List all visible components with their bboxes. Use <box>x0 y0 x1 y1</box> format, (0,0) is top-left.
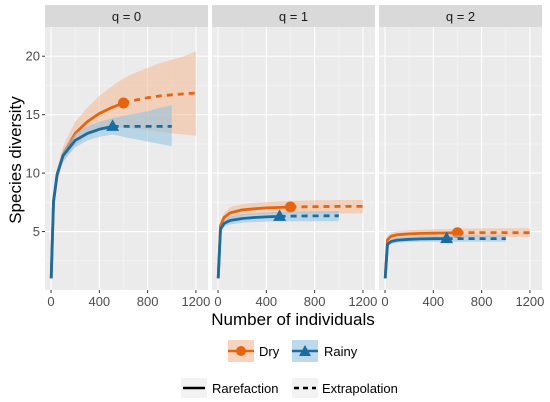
y-tick-label: 10 <box>26 166 40 181</box>
x-tick-label: 0 <box>381 294 388 309</box>
legend-dry-key-circle <box>236 346 246 356</box>
facet-strip-label: q = 2 <box>446 9 475 24</box>
rainy-confidence-band <box>51 105 172 279</box>
rainy-confidence-band <box>218 211 339 279</box>
x-tick-label: 1200 <box>515 294 544 309</box>
y-tick-label: 15 <box>26 107 40 122</box>
x-axis-title: Number of individuals <box>211 310 374 329</box>
panel-background <box>212 27 375 290</box>
x-tick-label: 0 <box>214 294 221 309</box>
legend-rarefaction-label: Rarefaction <box>212 381 278 396</box>
y-tick-label: 5 <box>33 224 40 239</box>
facet-strip-label: q = 0 <box>112 9 141 24</box>
legend-linetypes: Rarefaction Extrapolation <box>181 378 398 398</box>
x-tick-label: 1200 <box>181 294 210 309</box>
facet-panel: q = 1 0 400 800 1200 <box>212 5 377 309</box>
x-tick-label: 400 <box>255 294 277 309</box>
dry-extrapolation-line <box>290 204 363 209</box>
dry-rarefaction-line <box>216 205 291 279</box>
rainy-observed-point <box>440 231 454 244</box>
legend-rainy-label: Rainy <box>324 344 358 359</box>
x-tick-label: 1200 <box>348 294 377 309</box>
rainy-observed-point <box>106 119 120 131</box>
y-axis-title: Species diversity <box>6 96 25 224</box>
dry-rarefaction-line <box>383 231 458 279</box>
legend-rainy-key-triangle <box>299 345 311 356</box>
rainy-extrapolation-line <box>279 214 339 218</box>
x-tick-label: 0 <box>47 294 54 309</box>
dry-observed-point <box>117 97 129 109</box>
rainy-rarefaction-line <box>383 237 447 279</box>
x-tick-label: 400 <box>422 294 444 309</box>
facet-panels: q = 0 0 400 800 1200 q = 1 0 400 800 1200 q = 2 0 40… <box>45 5 544 309</box>
y-tick-label: 20 <box>26 49 40 64</box>
x-tick-label: 800 <box>137 294 159 309</box>
facet-panel: q = 0 0 400 800 1200 <box>45 5 210 309</box>
rainy-observed-point <box>273 209 287 221</box>
legend-extrapolation-label: Extrapolation <box>322 381 398 396</box>
panel-background <box>379 27 542 290</box>
x-tick-label: 400 <box>88 294 110 309</box>
rainy-rarefaction-line <box>49 125 113 279</box>
rainy-rarefaction-line <box>216 215 280 279</box>
legend-dry-label: Dry <box>259 344 280 359</box>
x-tick-label: 800 <box>471 294 493 309</box>
facet-strip <box>379 5 542 27</box>
legend-groups: Dry Rainy <box>228 340 358 362</box>
facet-strip-label: q = 1 <box>279 9 308 24</box>
y-axis: 5 10 15 20 <box>26 49 45 239</box>
facet-strip <box>212 5 375 27</box>
dry-extrapolation-line <box>123 91 197 105</box>
facet-strip <box>45 5 208 27</box>
dry-observed-point <box>284 201 296 213</box>
dry-confidence-band <box>218 200 363 279</box>
facet-panel: q = 2 0 400 800 1200 <box>379 5 544 309</box>
x-tick-label: 800 <box>304 294 326 309</box>
